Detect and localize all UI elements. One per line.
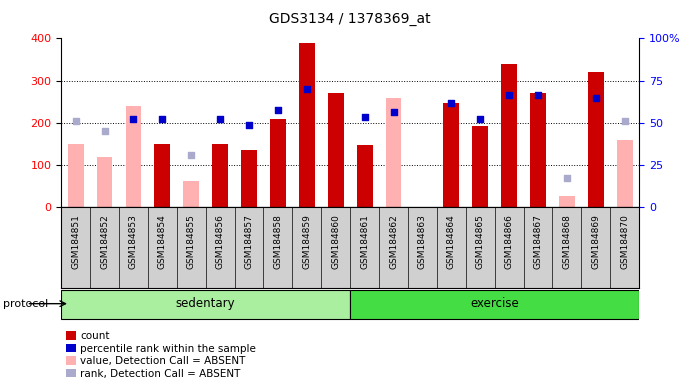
Bar bbox=[530, 93, 546, 207]
Text: GSM184863: GSM184863 bbox=[418, 214, 427, 269]
Bar bbox=[61, 290, 350, 319]
Text: exercise: exercise bbox=[471, 297, 519, 310]
Point bbox=[504, 92, 515, 98]
Text: GSM184853: GSM184853 bbox=[129, 214, 138, 269]
Bar bbox=[270, 119, 286, 207]
Point bbox=[157, 116, 168, 122]
Text: sedentary: sedentary bbox=[176, 297, 235, 310]
Text: GSM184857: GSM184857 bbox=[245, 214, 254, 269]
Legend: count, percentile rank within the sample, value, Detection Call = ABSENT, rank, : count, percentile rank within the sample… bbox=[67, 331, 256, 379]
Text: GSM184870: GSM184870 bbox=[620, 214, 629, 269]
Bar bbox=[473, 126, 488, 207]
Bar bbox=[126, 106, 141, 207]
Bar bbox=[97, 157, 112, 207]
Bar bbox=[328, 93, 343, 207]
Text: GSM184858: GSM184858 bbox=[273, 214, 282, 269]
Text: GSM184860: GSM184860 bbox=[331, 214, 340, 269]
Text: GSM184867: GSM184867 bbox=[534, 214, 543, 269]
Text: GSM184864: GSM184864 bbox=[447, 214, 456, 268]
Text: GSM184851: GSM184851 bbox=[71, 214, 80, 269]
Point bbox=[99, 128, 110, 134]
Text: GSM184854: GSM184854 bbox=[158, 214, 167, 268]
Text: GSM184865: GSM184865 bbox=[476, 214, 485, 269]
Text: GSM184862: GSM184862 bbox=[389, 214, 398, 268]
Bar bbox=[559, 195, 575, 207]
Point bbox=[128, 116, 139, 122]
Bar bbox=[357, 145, 373, 207]
Bar bbox=[386, 98, 401, 207]
Bar bbox=[212, 144, 228, 207]
Point bbox=[446, 99, 457, 106]
Point bbox=[619, 118, 630, 124]
Point bbox=[590, 95, 601, 101]
Text: GSM184868: GSM184868 bbox=[562, 214, 571, 269]
Point bbox=[475, 116, 486, 122]
Text: GDS3134 / 1378369_at: GDS3134 / 1378369_at bbox=[269, 12, 431, 25]
Text: GSM184852: GSM184852 bbox=[100, 214, 109, 268]
Bar bbox=[68, 144, 84, 207]
Text: GSM184861: GSM184861 bbox=[360, 214, 369, 269]
Bar bbox=[588, 72, 604, 207]
Point bbox=[562, 175, 573, 181]
Text: GSM184856: GSM184856 bbox=[216, 214, 224, 269]
Point bbox=[388, 109, 399, 115]
Text: GSM184869: GSM184869 bbox=[592, 214, 600, 269]
Point bbox=[215, 116, 226, 122]
Bar bbox=[154, 144, 170, 207]
Point bbox=[273, 107, 284, 113]
Point bbox=[243, 122, 254, 128]
Bar bbox=[350, 290, 639, 319]
Text: GSM184855: GSM184855 bbox=[187, 214, 196, 269]
Point bbox=[301, 86, 312, 92]
Point bbox=[359, 114, 370, 120]
Bar bbox=[443, 103, 459, 207]
Bar bbox=[617, 140, 632, 207]
Bar bbox=[501, 64, 517, 207]
Bar bbox=[241, 150, 257, 207]
Bar bbox=[184, 181, 199, 207]
Point bbox=[70, 118, 81, 124]
Bar bbox=[299, 43, 315, 207]
Point bbox=[186, 151, 197, 157]
Text: GSM184866: GSM184866 bbox=[505, 214, 513, 269]
Text: GSM184859: GSM184859 bbox=[303, 214, 311, 269]
Point bbox=[532, 92, 543, 98]
Text: protocol: protocol bbox=[3, 299, 49, 310]
